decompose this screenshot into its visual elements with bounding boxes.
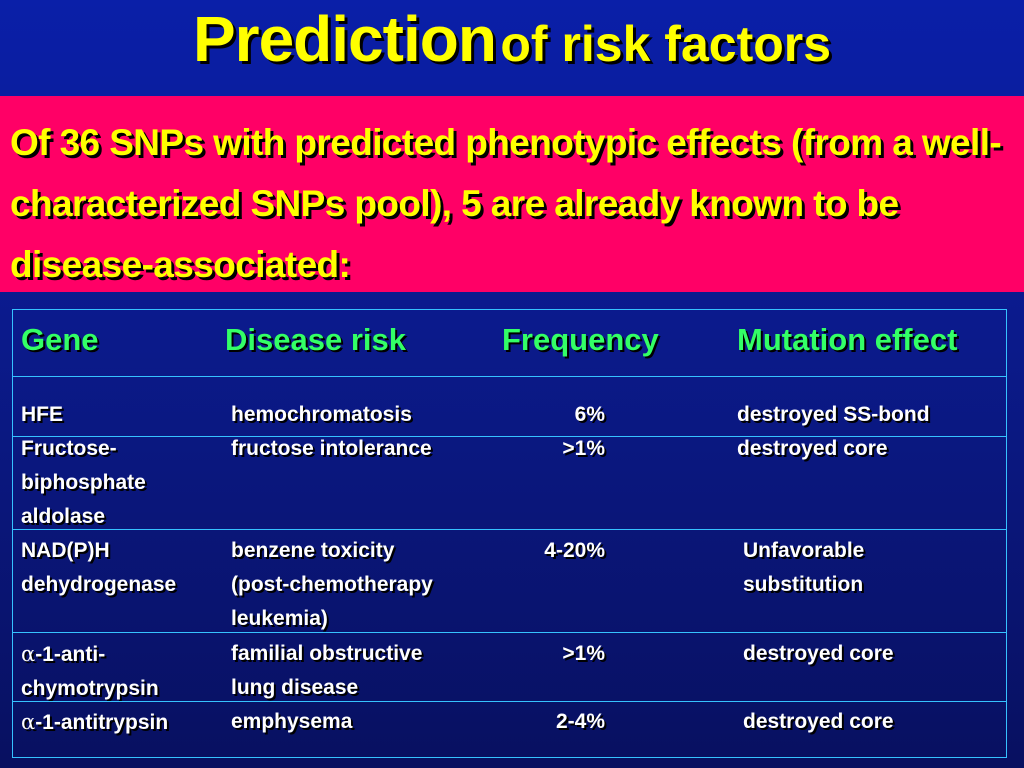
cell-gene-text: -1-antitrypsin — [35, 711, 169, 734]
cell-disease: hemochromatosis — [231, 403, 412, 426]
cell-gene: α-1-antitrypsin — [21, 705, 168, 740]
table-divider — [13, 376, 1006, 377]
table-divider — [13, 436, 1006, 437]
cell-disease: emphysema — [231, 710, 353, 733]
cell-frequency: >1% — [562, 437, 605, 460]
table-divider — [13, 701, 1006, 702]
cell-gene: NAD(P)H dehydrogenase — [21, 539, 177, 596]
cell-effect: destroyed SS-bond — [737, 403, 930, 426]
cell-gene: Fructose- biphosphate aldolase — [21, 437, 146, 528]
cell-effect: destroyed core — [743, 642, 894, 665]
cell-effect: Unfavorable substitution — [743, 539, 865, 596]
title-main: Prediction — [192, 3, 497, 75]
header-gene: Gene — [21, 322, 99, 357]
intro-text: Of 36 SNPs with predicted phenotypic eff… — [10, 122, 1002, 285]
table-divider — [13, 632, 1006, 633]
cell-disease: benzene toxicity (post-chemotherapy leuk… — [231, 539, 433, 630]
alpha-symbol: α — [21, 642, 36, 666]
cell-disease: fructose intolerance — [231, 437, 432, 460]
header-mutation-effect: Mutation effect — [737, 322, 958, 357]
risk-table: Gene Disease risk Frequency Mutation eff… — [12, 309, 1007, 758]
header-disease-risk: Disease risk — [225, 322, 406, 357]
slide-title: Prediction of risk factors — [0, 0, 1024, 96]
table-divider — [13, 529, 1006, 530]
cell-disease: familial obstructive lung disease — [231, 642, 423, 699]
cell-frequency: 4-20% — [544, 539, 605, 562]
cell-gene: α-1-anti- chymotrypsin — [21, 637, 159, 706]
header-frequency: Frequency — [502, 322, 659, 357]
cell-gene-text: -1-anti- chymotrypsin — [21, 643, 159, 700]
cell-gene: HFE — [21, 403, 63, 426]
cell-frequency: 6% — [574, 403, 605, 426]
cell-effect: destroyed core — [743, 710, 894, 733]
cell-frequency: >1% — [562, 642, 605, 665]
cell-effect: destroyed core — [737, 437, 888, 460]
title-rest: of risk factors — [500, 16, 832, 72]
alpha-symbol: α — [21, 710, 36, 734]
intro-box: Of 36 SNPs with predicted phenotypic eff… — [0, 96, 1024, 292]
cell-frequency: 2-4% — [555, 710, 605, 733]
